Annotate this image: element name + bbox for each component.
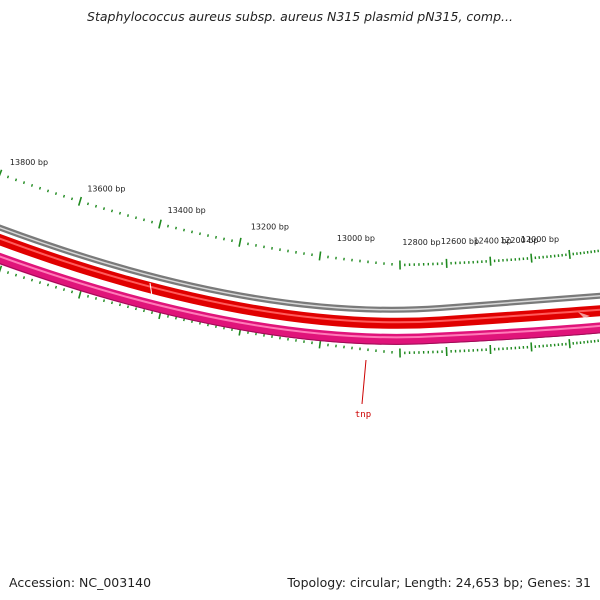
backbone-ring-highlight — [0, 226, 600, 311]
forward-cds-highlight — [0, 237, 600, 324]
minor-tick — [62, 288, 66, 292]
forward-cds-arrowhead — [578, 312, 590, 318]
reverse-cds-track[interactable] — [0, 252, 600, 345]
minor-tick — [94, 204, 98, 208]
major-tick — [0, 265, 3, 273]
scale-label: 12600 bp — [441, 237, 479, 246]
minor-tick — [199, 232, 201, 236]
minor-tick — [231, 239, 233, 243]
minor-tick — [14, 273, 18, 277]
minor-tick — [46, 189, 50, 193]
scale-label: 13400 bp — [168, 206, 206, 215]
minor-tick — [191, 320, 193, 323]
scale-label: 12000 bp — [521, 235, 559, 244]
minor-tick — [102, 207, 106, 211]
minor-tick — [175, 226, 177, 230]
scale-label: 13200 bp — [251, 222, 289, 231]
minor-tick — [70, 290, 74, 294]
major-tick — [238, 237, 242, 247]
scale-label: 13000 bp — [337, 234, 375, 243]
minor-tick — [62, 194, 66, 198]
minor-tick — [38, 186, 42, 190]
minor-tick — [135, 216, 137, 220]
major-tick — [158, 219, 162, 229]
minor-tick — [119, 303, 121, 307]
major-tick — [568, 339, 571, 349]
scale-label: 12800 bp — [402, 238, 440, 247]
minor-tick — [54, 192, 58, 196]
minor-tick — [111, 301, 113, 305]
reverse-cds-shadow — [0, 263, 600, 345]
minor-tick — [110, 209, 114, 213]
minor-tick — [118, 211, 122, 215]
minor-tick — [207, 234, 209, 237]
minor-tick — [54, 285, 58, 289]
major-tick — [530, 253, 533, 263]
outer-scale-ticks — [0, 169, 599, 270]
minor-tick — [30, 278, 34, 282]
minor-tick — [86, 202, 90, 206]
major-tick — [77, 196, 83, 206]
minor-tick — [215, 235, 217, 239]
reverse-cds-highlight — [0, 255, 600, 339]
minor-tick — [183, 228, 185, 232]
accession-label: Accession: NC_003140 — [9, 575, 152, 590]
forward-cds-boundary — [149, 282, 153, 297]
major-tick — [489, 256, 492, 266]
minor-tick — [167, 224, 169, 228]
minor-tick — [103, 299, 105, 303]
major-tick — [0, 169, 3, 177]
minor-tick — [30, 183, 34, 187]
major-tick — [568, 249, 571, 259]
minor-tick — [151, 311, 153, 315]
minor-tick — [143, 218, 145, 222]
minor-tick — [46, 283, 50, 287]
topology-info: Topology: circular; Length: 24,653 bp; G… — [287, 575, 591, 590]
scale-labels: 13800 bp 13600 bp 13400 bp 13200 bp 13000 bp… — [10, 158, 559, 247]
gene-label-line-tnp — [361, 359, 367, 405]
minor-tick — [95, 297, 97, 300]
scale-label: 12400 bp — [474, 237, 512, 246]
minor-tick — [22, 276, 26, 280]
minor-tick — [151, 220, 153, 224]
minor-tick — [22, 181, 26, 185]
minor-tick — [175, 316, 177, 320]
minor-tick — [191, 230, 193, 234]
minor-tick — [38, 281, 42, 285]
minor-tick — [167, 314, 169, 318]
minor-tick — [135, 307, 137, 311]
minor-tick — [127, 305, 129, 309]
map-title: Staphylococcus aureus subsp. aureus N315… — [87, 9, 513, 24]
minor-tick — [87, 294, 89, 298]
forward-cds-track[interactable] — [0, 233, 600, 329]
major-tick — [530, 342, 533, 352]
scale-label: 12200 bp — [500, 236, 538, 245]
minor-tick — [143, 309, 145, 313]
minor-tick — [127, 214, 129, 217]
minor-tick — [6, 271, 10, 275]
scale-label: 13600 bp — [87, 184, 125, 193]
minor-tick — [183, 318, 185, 322]
major-tick — [318, 251, 322, 261]
scale-label: 13800 bp — [10, 158, 48, 167]
minor-tick — [70, 197, 74, 201]
gene-label-tnp[interactable]: tnp — [355, 410, 371, 420]
minor-tick — [6, 175, 10, 179]
minor-tick — [14, 178, 18, 182]
minor-tick — [223, 237, 225, 241]
